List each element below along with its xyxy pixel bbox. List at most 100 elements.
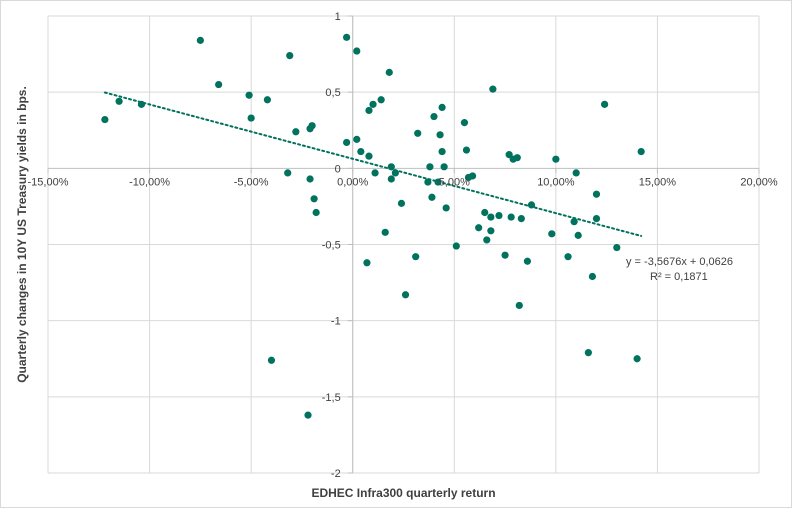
data-point bbox=[267, 356, 276, 364]
data-point bbox=[523, 257, 532, 265]
data-point bbox=[481, 208, 489, 217]
data-point bbox=[371, 169, 379, 177]
data-point bbox=[284, 169, 292, 177]
data-point bbox=[592, 190, 601, 198]
x-axis-title: EDHEC Infra300 quarterly return bbox=[311, 486, 495, 500]
data-point bbox=[343, 33, 351, 41]
data-point bbox=[564, 253, 572, 261]
data-point bbox=[513, 154, 521, 162]
data-point bbox=[501, 251, 509, 259]
data-point bbox=[601, 100, 609, 108]
data-point bbox=[401, 291, 410, 299]
data-point bbox=[495, 211, 503, 220]
data-point bbox=[440, 163, 448, 171]
data-point bbox=[381, 228, 389, 236]
data-point bbox=[436, 131, 444, 139]
data-point bbox=[306, 175, 314, 183]
data-point bbox=[574, 231, 582, 239]
y-tick-label: -1 bbox=[331, 316, 341, 328]
data-point bbox=[353, 47, 361, 55]
x-tick-label: -5,00% bbox=[234, 176, 269, 188]
data-point bbox=[363, 259, 371, 267]
data-point bbox=[385, 68, 393, 76]
x-tick-label: 10,00% bbox=[537, 176, 575, 188]
data-point bbox=[592, 215, 601, 223]
data-point bbox=[517, 215, 525, 223]
y-axis-title: Quarterly changes in 10Y US Treasury yie… bbox=[15, 86, 29, 383]
data-point bbox=[286, 52, 294, 60]
y-tick-label: -2 bbox=[331, 468, 341, 480]
trendline-equation: y = -3,5676x + 0,0626 bbox=[626, 256, 733, 268]
grid bbox=[47, 15, 760, 474]
data-point bbox=[391, 169, 399, 177]
data-point bbox=[426, 163, 434, 171]
data-point bbox=[572, 169, 580, 177]
data-point bbox=[548, 230, 556, 238]
data-point bbox=[475, 224, 483, 232]
data-point bbox=[414, 129, 422, 137]
data-point bbox=[462, 146, 471, 154]
x-tick-label: -15,00% bbox=[28, 176, 69, 188]
data-point bbox=[588, 272, 597, 281]
data-point bbox=[460, 119, 469, 127]
trendline-r2: R² = 0,1871 bbox=[650, 271, 708, 283]
data-point bbox=[215, 80, 223, 89]
x-tick-label: -10,00% bbox=[129, 176, 170, 188]
data-point bbox=[487, 227, 495, 235]
data-point bbox=[424, 178, 432, 186]
data-point bbox=[387, 163, 395, 171]
labels: -15,00% -10,00% -5,00% 0,00% 5,00% 10,00% 15,0… bbox=[15, 11, 778, 500]
data-point bbox=[245, 91, 253, 99]
data-point bbox=[263, 96, 271, 104]
data-point bbox=[247, 114, 255, 122]
data-point bbox=[353, 135, 361, 143]
y-tick-label: 1 bbox=[335, 11, 341, 23]
data-point bbox=[438, 103, 446, 111]
data-point bbox=[343, 138, 351, 147]
data-point bbox=[312, 208, 320, 217]
data-point bbox=[308, 122, 316, 130]
data-point bbox=[613, 243, 621, 252]
trendline-path bbox=[103, 91, 643, 237]
y-tick-label: 0,5 bbox=[325, 87, 340, 99]
data-point bbox=[515, 301, 523, 310]
data-point bbox=[483, 236, 491, 244]
data-point bbox=[633, 355, 641, 363]
x-tick-label: 5,00% bbox=[439, 176, 470, 188]
x-tick-label: 0,00% bbox=[337, 176, 368, 188]
data-point bbox=[489, 85, 497, 93]
data-point bbox=[527, 201, 536, 209]
data-point bbox=[377, 96, 385, 104]
data-point bbox=[430, 112, 438, 121]
data-point bbox=[357, 147, 365, 156]
data-point bbox=[442, 204, 450, 212]
data-point bbox=[369, 100, 377, 108]
data-point bbox=[365, 106, 373, 115]
axes bbox=[47, 15, 760, 474]
y-tick-label: -0,5 bbox=[322, 240, 341, 252]
data-points bbox=[101, 33, 645, 419]
x-tick-label: 15,00% bbox=[639, 176, 677, 188]
trendline bbox=[103, 91, 643, 237]
data-point bbox=[365, 152, 373, 160]
y-tick-label: -1,5 bbox=[322, 392, 341, 404]
data-point bbox=[487, 213, 495, 221]
data-point bbox=[196, 36, 204, 44]
data-point bbox=[452, 242, 460, 250]
data-point bbox=[310, 195, 318, 203]
data-point bbox=[438, 147, 446, 156]
y-tick-label: 0 bbox=[335, 163, 341, 175]
data-point bbox=[137, 100, 146, 108]
data-point bbox=[584, 349, 592, 357]
data-point bbox=[101, 115, 109, 124]
data-point bbox=[434, 178, 442, 186]
data-point bbox=[570, 218, 578, 226]
x-tick-label: 20,00% bbox=[740, 176, 778, 188]
data-point bbox=[468, 172, 477, 180]
data-point bbox=[292, 128, 300, 136]
data-point bbox=[637, 147, 645, 156]
data-point bbox=[387, 175, 395, 183]
data-point bbox=[304, 411, 312, 419]
data-point bbox=[412, 253, 420, 261]
